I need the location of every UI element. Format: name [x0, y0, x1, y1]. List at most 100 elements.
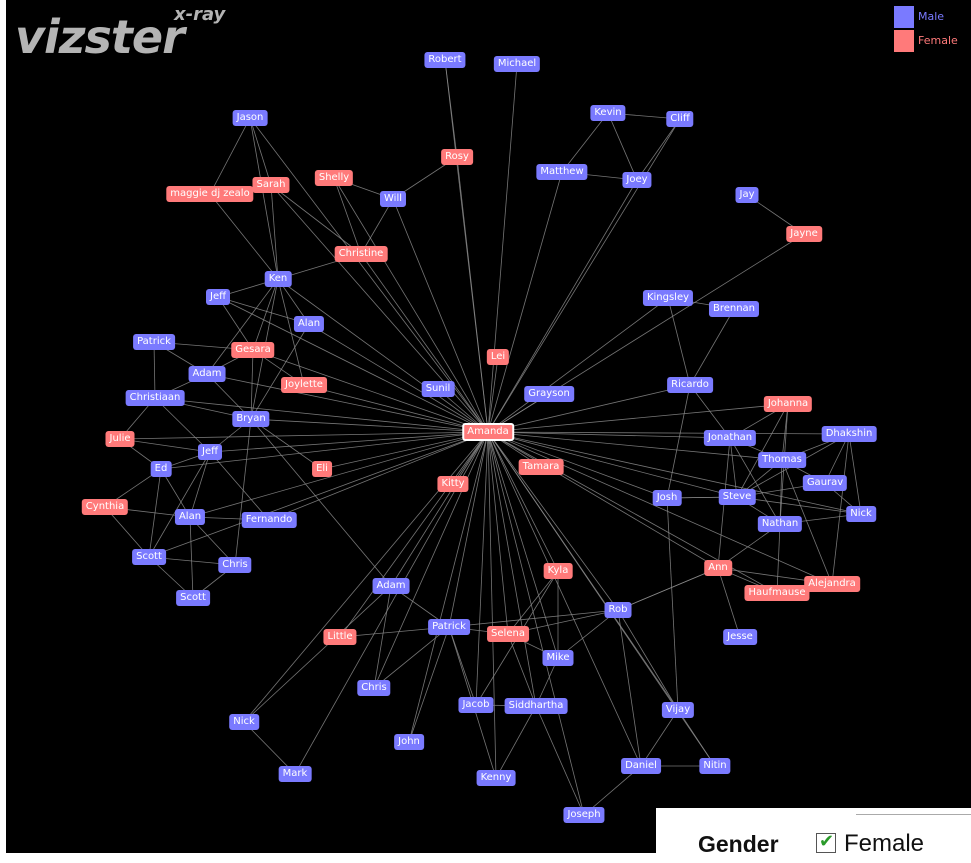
node-jayne[interactable]: Jayne	[786, 226, 822, 242]
edge-jeff1-gesara	[217, 296, 254, 351]
node-bryan[interactable]: Bryan	[232, 411, 270, 427]
node-chris2[interactable]: Chris	[357, 680, 391, 696]
edge-alan2-scott2	[189, 516, 194, 599]
node-kenny[interactable]: Kenny	[476, 770, 516, 786]
node-nick1[interactable]: Nick	[846, 506, 876, 522]
node-michael[interactable]: Michael	[493, 56, 541, 72]
edge-amanda-patrick2	[448, 431, 489, 628]
node-ken[interactable]: Ken	[264, 271, 292, 287]
node-mark[interactable]: Mark	[278, 766, 312, 782]
node-sunil[interactable]: Sunil	[421, 381, 455, 397]
node-selena[interactable]: Selena	[487, 626, 529, 642]
node-patrick1[interactable]: Patrick	[133, 334, 175, 350]
edge-ken-gesara	[252, 278, 279, 351]
node-little[interactable]: Little	[323, 629, 357, 645]
node-nick2[interactable]: Nick	[229, 714, 259, 730]
female-checkbox[interactable]: ✔	[816, 831, 836, 853]
node-amanda[interactable]: Amanda	[462, 423, 514, 441]
node-jonathan[interactable]: Jonathan	[703, 430, 757, 446]
node-haufmause[interactable]: Haufmause	[744, 585, 810, 601]
node-christiaan[interactable]: Christiaan	[125, 390, 185, 406]
node-scott1[interactable]: Scott	[132, 549, 166, 565]
edge-dhakshin-gaurav	[824, 433, 850, 484]
node-cynthia[interactable]: Cynthia	[81, 499, 129, 515]
node-jay[interactable]: Jay	[735, 187, 759, 203]
edge-amanda-christiaan	[154, 397, 489, 433]
node-ricardo[interactable]: Ricardo	[667, 377, 713, 393]
node-alan2[interactable]: Alan	[174, 509, 206, 525]
node-robert[interactable]: Robert	[424, 52, 466, 68]
node-josh[interactable]: Josh	[652, 490, 682, 506]
node-vijay[interactable]: Vijay	[661, 702, 695, 718]
edge-jason-ken	[249, 117, 279, 280]
node-shelly[interactable]: Shelly	[314, 170, 354, 186]
node-joylette[interactable]: Joylette	[281, 377, 327, 393]
node-grayson[interactable]: Grayson	[524, 386, 574, 402]
node-adam2[interactable]: Adam	[372, 578, 410, 594]
edge-patrick2-jacob	[448, 626, 477, 706]
node-dhakshin[interactable]: Dhakshin	[821, 426, 877, 442]
node-kingsley[interactable]: Kingsley	[642, 290, 694, 306]
node-gaurav[interactable]: Gaurav	[802, 475, 848, 491]
node-lei[interactable]: Lei	[486, 349, 510, 365]
node-nathan[interactable]: Nathan	[757, 516, 803, 532]
edge-jason-maggie	[209, 117, 251, 195]
node-alan1[interactable]: Alan	[293, 316, 325, 332]
node-will[interactable]: Will	[379, 191, 407, 207]
node-julie[interactable]: Julie	[105, 431, 135, 447]
app-logo-subtitle: x-ray	[174, 4, 226, 25]
node-daniel[interactable]: Daniel	[621, 758, 661, 774]
node-jesse[interactable]: Jesse	[723, 629, 757, 645]
edge-rob-patrick2	[448, 609, 619, 628]
node-ann[interactable]: Ann	[704, 560, 732, 576]
node-joey[interactable]: Joey	[622, 172, 652, 188]
edge-ricardo-josh	[666, 384, 691, 499]
node-jeff2[interactable]: Jeff	[198, 444, 222, 460]
node-steve[interactable]: Steve	[718, 489, 756, 505]
edge-amanda-johanna	[487, 403, 789, 433]
node-john[interactable]: John	[394, 734, 424, 750]
node-fernando[interactable]: Fernando	[241, 512, 297, 528]
node-maggie[interactable]: maggie dj zealo	[166, 186, 254, 202]
node-jacob[interactable]: Jacob	[458, 697, 494, 713]
node-christine[interactable]: Christine	[334, 246, 388, 262]
edge-thomas-alejandra	[781, 459, 833, 585]
node-nitin[interactable]: Nitin	[699, 758, 731, 774]
node-rosy[interactable]: Rosy	[441, 149, 473, 165]
node-jeff1[interactable]: Jeff	[206, 289, 230, 305]
edge-rob-ann	[617, 567, 719, 611]
node-chris1[interactable]: Chris	[218, 557, 252, 573]
node-johanna[interactable]: Johanna	[763, 396, 813, 412]
edge-amanda-mike	[487, 431, 559, 659]
node-scott2[interactable]: Scott	[176, 590, 210, 606]
node-joseph[interactable]: Joseph	[563, 807, 605, 823]
female-option-label[interactable]: Female	[844, 830, 925, 857]
node-mike[interactable]: Mike	[542, 650, 574, 666]
graph-canvas[interactable]: Amanda Robert Michael Kevin Cliff Matthew Joey…	[6, 0, 971, 853]
edge-amanda-chris2	[373, 431, 489, 689]
node-eli[interactable]: Eli	[312, 461, 332, 477]
node-alejandra[interactable]: Alejandra	[804, 576, 860, 592]
node-siddhartha[interactable]: Siddhartha	[504, 698, 568, 714]
edge-shelly-christine	[333, 177, 362, 255]
node-brennan[interactable]: Brennan	[708, 301, 760, 317]
node-matthew[interactable]: Matthew	[536, 164, 588, 180]
node-kitty[interactable]: Kitty	[437, 476, 469, 492]
edge-amanda-siddhartha	[487, 431, 537, 707]
node-rob[interactable]: Rob	[604, 602, 632, 618]
edge-kevin-matthew	[561, 112, 609, 173]
edge-amanda-alejandra	[487, 431, 833, 585]
node-gesara[interactable]: Gesara	[231, 342, 275, 358]
node-ed[interactable]: Ed	[150, 461, 172, 477]
edge-amanda-adam1	[206, 373, 489, 433]
node-patrick2[interactable]: Patrick	[428, 619, 470, 635]
node-jason[interactable]: Jason	[232, 110, 268, 126]
node-tamara[interactable]: Tamara	[518, 459, 564, 475]
node-sarah[interactable]: Sarah	[252, 177, 290, 193]
node-adam1[interactable]: Adam	[188, 366, 226, 382]
node-cliff[interactable]: Cliff	[666, 111, 694, 127]
node-thomas[interactable]: Thomas	[758, 452, 806, 468]
edge-christiaan-jeff2	[154, 397, 211, 453]
node-kevin[interactable]: Kevin	[590, 105, 626, 121]
node-kyla[interactable]: Kyla	[543, 563, 573, 579]
